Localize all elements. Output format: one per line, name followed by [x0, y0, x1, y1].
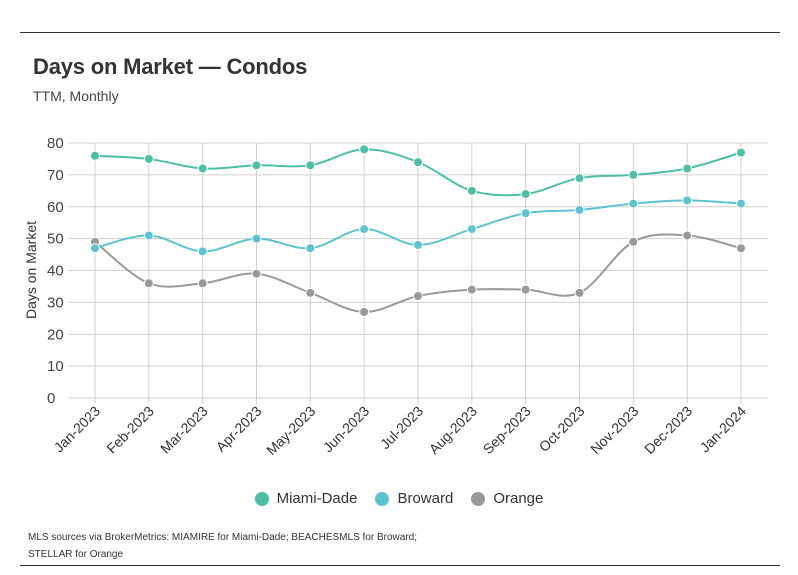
data-point-orange[interactable] — [574, 287, 585, 298]
data-point-orange[interactable] — [413, 291, 423, 301]
source-line: MLS sources via BrokerMetrics: MIAMIRE f… — [28, 532, 417, 543]
data-point-broward[interactable] — [143, 230, 154, 241]
y-tick-label: 80 — [47, 135, 64, 152]
data-point-miami-dade[interactable] — [359, 144, 370, 155]
x-axis-ticks: Jan-2023 Feb-2023 Mar-2023 Apr-2023May-2023… — [51, 403, 750, 458]
y-tick-label: 10 — [47, 358, 64, 375]
data-point-miami-dade[interactable] — [251, 160, 262, 171]
legend: Miami-Dade Broward Orange — [0, 490, 798, 507]
data-point-broward[interactable] — [359, 224, 370, 235]
data-point-broward[interactable] — [305, 243, 316, 254]
y-axis-ticks: 0 10 20 30 40 50 60 70 80 — [47, 135, 64, 407]
y-tick-label: 20 — [47, 326, 64, 343]
x-tick-label: Dec-2023 — [641, 403, 695, 457]
data-point-miami-dade[interactable] — [90, 150, 100, 161]
y-axis-label: Days on Market — [23, 221, 39, 319]
data-point-miami-dade[interactable] — [305, 160, 316, 171]
data-point-orange[interactable] — [628, 236, 639, 247]
y-tick-label: 60 — [47, 199, 64, 216]
legend-marker-icon — [471, 491, 486, 506]
x-tick-label: Apr-2023 — [213, 403, 265, 455]
data-point-miami-dade[interactable] — [520, 189, 531, 199]
data-point-broward[interactable] — [413, 240, 423, 250]
legend-marker-icon — [254, 491, 269, 506]
data-point-miami-dade[interactable] — [628, 169, 639, 180]
data-point-orange[interactable] — [143, 278, 154, 289]
data-point-miami-dade[interactable] — [413, 157, 423, 168]
chart-subtitle: TTM, Monthly — [33, 88, 119, 104]
chart-title: Days on Market — Condos — [33, 54, 308, 79]
legend-label: Orange — [493, 490, 544, 507]
x-tick-label: Jun-2023 — [320, 403, 373, 456]
data-point-orange[interactable] — [359, 306, 370, 317]
data-point-orange[interactable] — [736, 243, 746, 254]
data-point-broward[interactable] — [520, 208, 531, 219]
data-point-miami-dade[interactable] — [682, 163, 693, 174]
legend-item-miami-dade[interactable]: Miami-Dade — [254, 490, 358, 507]
data-point-orange[interactable] — [682, 230, 693, 241]
data-point-broward[interactable] — [251, 233, 262, 244]
data-point-orange[interactable] — [305, 287, 316, 298]
legend-item-orange[interactable]: Orange — [471, 490, 543, 507]
y-tick-label: 50 — [47, 231, 64, 248]
x-tick-label: May-2023 — [263, 403, 318, 458]
data-point-orange[interactable] — [520, 284, 531, 295]
legend-item-broward[interactable]: Broward — [375, 490, 453, 507]
grid — [68, 142, 768, 404]
legend-marker-icon — [375, 491, 390, 506]
source-note: MLS sources via BrokerMetrics: MIAMIRE f… — [28, 529, 588, 563]
x-tick-label: Aug-2023 — [426, 403, 480, 457]
bottom-rule — [20, 565, 780, 566]
data-point-broward[interactable] — [197, 246, 208, 257]
legend-label: Miami-Dade — [276, 490, 358, 507]
series-points — [90, 144, 746, 317]
data-point-miami-dade[interactable] — [574, 173, 585, 184]
data-point-orange[interactable] — [251, 268, 262, 279]
y-tick-label: 0 — [47, 390, 55, 407]
data-point-miami-dade[interactable] — [736, 147, 746, 158]
y-tick-label: 30 — [47, 294, 64, 311]
data-point-miami-dade[interactable] — [197, 163, 208, 174]
x-tick-label: Oct-2023 — [536, 403, 588, 455]
data-point-broward[interactable] — [574, 204, 585, 215]
source-line: STELLAR for Orange — [28, 549, 124, 560]
data-point-miami-dade[interactable] — [143, 153, 154, 164]
y-tick-label: 40 — [47, 263, 64, 280]
data-point-broward[interactable] — [736, 198, 746, 209]
data-point-miami-dade[interactable] — [466, 185, 477, 196]
legend-label: Broward — [397, 490, 454, 507]
x-tick-label: Jan-2023 — [51, 403, 104, 456]
top-rule — [20, 32, 780, 33]
x-tick-label: Sep-2023 — [480, 403, 534, 457]
y-tick-label: 70 — [47, 167, 64, 184]
x-tick-label: Nov-2023 — [587, 403, 641, 457]
x-tick-label: Jul-2023 — [377, 403, 426, 452]
x-tick-label: Jan-2024 — [697, 403, 750, 456]
data-point-broward[interactable] — [90, 243, 100, 254]
data-point-orange[interactable] — [197, 278, 208, 289]
x-tick-label: Mar-2023 — [157, 403, 211, 457]
data-point-orange[interactable] — [466, 284, 477, 295]
data-point-broward[interactable] — [466, 224, 477, 235]
x-tick-label: Feb-2023 — [103, 403, 157, 457]
data-point-broward[interactable] — [682, 195, 693, 206]
data-point-broward[interactable] — [628, 198, 639, 209]
